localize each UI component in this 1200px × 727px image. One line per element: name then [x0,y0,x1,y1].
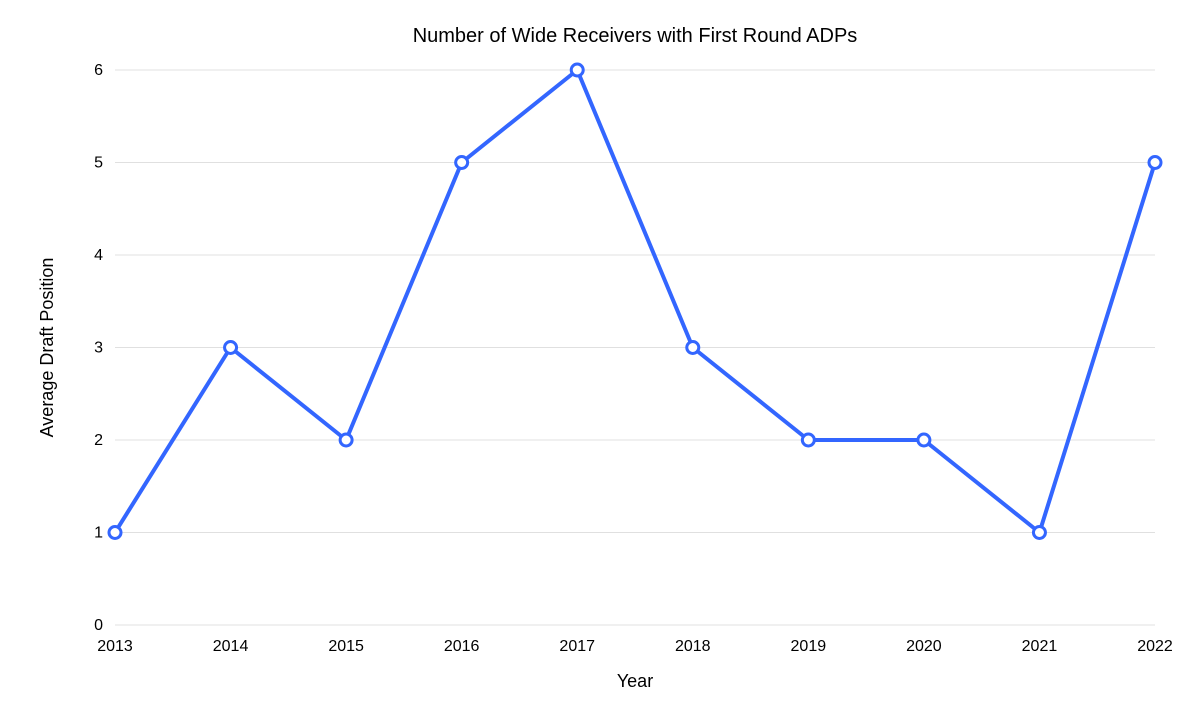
line-chart: 0 1 2 3 4 5 6 2013 2014 2015 2016 2017 2018 2019 2020 2… [0,0,1200,727]
x-tick-label: 2013 [97,638,133,655]
data-marker [687,342,699,354]
y-tick-label: 2 [94,432,103,449]
y-tick-label: 6 [94,62,103,79]
data-marker [802,434,814,446]
x-tick-label: 2017 [559,638,595,655]
x-tick-label: 2016 [444,638,480,655]
x-tick-label: 2022 [1137,638,1173,655]
y-tick-label: 4 [94,247,103,264]
data-marker [1033,527,1045,539]
y-axis-label: Average Draft Position [37,258,57,438]
y-tick-label: 3 [94,340,103,357]
y-tick-label: 5 [94,155,103,172]
chart-title: Number of Wide Receivers with First Roun… [413,25,858,47]
x-tick-label: 2020 [906,638,942,655]
y-tick-label: 1 [94,525,103,542]
y-tick-label: 0 [94,617,103,634]
x-tick-label: 2021 [1022,638,1058,655]
x-tick-label: 2018 [675,638,711,655]
data-marker [1149,157,1161,169]
data-marker [571,64,583,76]
data-marker [918,434,930,446]
data-marker [340,434,352,446]
x-axis-label: Year [617,671,653,691]
data-marker [225,342,237,354]
data-marker [109,527,121,539]
x-tick-label: 2014 [213,638,249,655]
x-tick-label: 2019 [791,638,827,655]
x-tick-label: 2015 [328,638,364,655]
chart-svg: 0 1 2 3 4 5 6 2013 2014 2015 2016 2017 2018 2019 2020 2… [0,0,1200,727]
data-marker [456,157,468,169]
